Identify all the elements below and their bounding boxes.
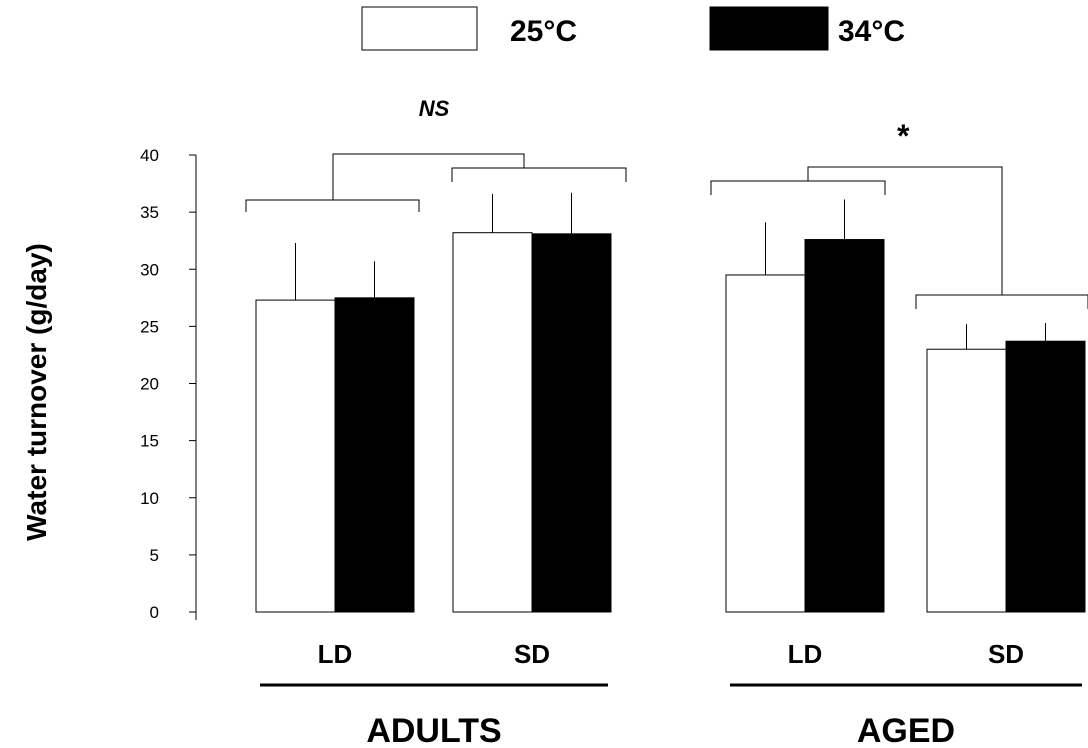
category-label: LD (318, 639, 353, 669)
legend-label-34c: 34°C (838, 15, 905, 48)
y-tick-label: 40 (140, 146, 159, 165)
legend: 25°C 34°C (361, 6, 905, 51)
category-label: SD (988, 639, 1024, 669)
y-tick-label: 35 (140, 203, 159, 222)
category-label: LD (788, 639, 823, 669)
bracket-between (332, 153, 525, 200)
category-label: SD (514, 639, 550, 669)
x-axis-labels: LD SD ADULTS LD SD AGED (260, 639, 1082, 748)
bar (725, 274, 806, 613)
significance-brackets: NS * (245, 96, 1088, 309)
bars (255, 192, 1086, 613)
significance-label-adults: NS (419, 96, 450, 121)
y-tick-label: 25 (140, 317, 159, 336)
bracket-sd (915, 294, 1088, 309)
bracket-ld (245, 199, 420, 212)
y-tick-label: 15 (140, 432, 159, 451)
y-tick-label: 5 (150, 546, 159, 565)
bar (926, 348, 1007, 613)
bar (1005, 340, 1086, 613)
bar (452, 232, 533, 613)
y-tick-label: 30 (140, 260, 159, 279)
group-label: ADULTS (366, 712, 501, 748)
y-tick-label: 20 (140, 375, 159, 394)
legend-swatch-34c (709, 6, 829, 51)
bar (804, 239, 885, 613)
legend-label-25c: 25°C (510, 15, 577, 48)
bar (255, 299, 336, 613)
legend-swatch-25c (361, 6, 478, 51)
bar (531, 233, 612, 613)
y-tick-label: 0 (150, 603, 159, 622)
y-axis: 0 5 10 15 20 25 30 35 40 (140, 146, 197, 622)
y-axis-label: Water turnover (g/day) (21, 243, 52, 541)
group-label: AGED (857, 712, 955, 748)
bracket-sd (451, 167, 627, 182)
bracket-between (807, 166, 1003, 295)
y-tick-label: 10 (140, 489, 159, 508)
significance-label-aged: * (896, 118, 910, 154)
bracket-ld (710, 180, 886, 195)
bar (334, 297, 415, 613)
